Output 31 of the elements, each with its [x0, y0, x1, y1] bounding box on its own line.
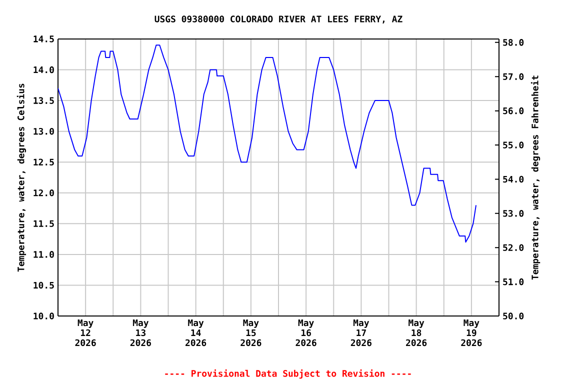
- y2-axis-title: Temperature, water, degrees Fahrenheit: [530, 76, 540, 280]
- y2-tick-label: 54.0: [503, 176, 524, 183]
- x-tick-label: May 17 2026: [350, 320, 372, 346]
- y-axis-title: Temperature, water, degrees Celsius: [16, 84, 26, 272]
- y-tick-label: 11.5: [34, 220, 54, 227]
- y-tick-label: 12.5: [34, 158, 54, 166]
- y-tick-label: 10.5: [34, 282, 54, 289]
- x-tick-label: May 14 2026: [186, 320, 206, 346]
- y2-tick-label: 58.0: [503, 39, 524, 46]
- y2-tick-label: 51.0: [503, 278, 524, 286]
- x-tick-label: May 13 2026: [130, 320, 151, 346]
- y2-tick-label: 55.0: [503, 142, 524, 148]
- chart-title: USGS 09380000 COLORADO RIVER AT LEES FERRY, AZ: [154, 16, 402, 24]
- y2-tick-label: 50.0: [503, 312, 524, 320]
- x-tick-label: May 16 2026: [296, 320, 316, 346]
- y2-tick-label: 53.0: [503, 210, 524, 217]
- y-tick-label: 14.5: [34, 36, 54, 42]
- x-tick-label: May 12 2026: [75, 320, 96, 346]
- y2-tick-label: 56.0: [503, 107, 524, 114]
- x-tick-label: May 18 2026: [406, 320, 427, 346]
- y2-tick-label: 52.0: [503, 244, 524, 251]
- y-tick-label: 13.5: [34, 97, 54, 104]
- y-tick-label: 13.0: [34, 128, 54, 135]
- y-tick-label: 12.0: [34, 189, 54, 196]
- y-tick-label: 14.0: [34, 66, 54, 74]
- y-tick-label: 10.0: [34, 312, 54, 320]
- y2-tick-label: 57.0: [503, 73, 524, 80]
- x-tick-label: May 19 2026: [461, 320, 482, 346]
- x-tick-label: May 15 2026: [240, 320, 262, 346]
- text: ---- Provisional Data Subject to Revision ----: [165, 369, 411, 379]
- y-tick-label: 11.0: [34, 251, 54, 258]
